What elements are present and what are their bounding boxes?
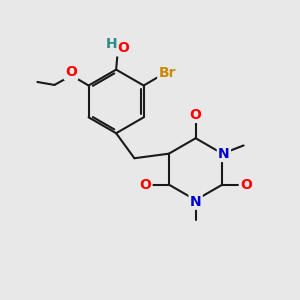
Text: N: N — [218, 147, 230, 161]
Text: O: O — [117, 41, 129, 55]
Text: H: H — [105, 37, 117, 51]
Text: Br: Br — [158, 66, 176, 80]
Text: O: O — [240, 178, 252, 192]
Text: O: O — [190, 108, 202, 122]
Text: O: O — [140, 178, 151, 192]
Text: O: O — [65, 65, 77, 79]
Text: N: N — [190, 194, 202, 208]
